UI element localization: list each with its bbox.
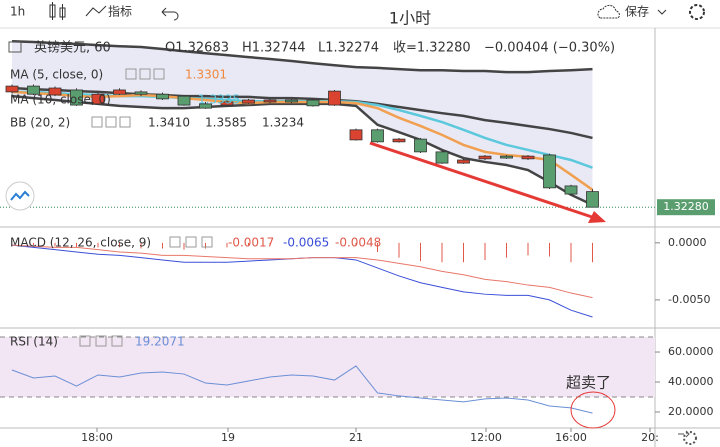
- open: O1.32683: [165, 41, 229, 56]
- bb-upper: [11, 39, 593, 74]
- candle-body: [220, 101, 234, 106]
- interval-button[interactable]: 1h: [10, 5, 25, 19]
- candle-body: [156, 93, 169, 100]
- candle-body: [177, 95, 191, 106]
- candle-body: [392, 138, 406, 143]
- y-tick-label: 0.0000: [668, 236, 707, 249]
- x-tick-label: 19: [221, 431, 235, 444]
- candle-body: [27, 85, 40, 95]
- ma5-line: [11, 90, 594, 191]
- candle-body: [543, 154, 556, 189]
- save-dropdown[interactable]: [657, 9, 667, 15]
- candle-body: [134, 91, 148, 95]
- bb-value: 1.3410: [148, 116, 190, 130]
- macd-value: -0.0065: [283, 236, 329, 250]
- bb-name: BB (20, 2): [10, 116, 70, 130]
- indicator-icon[interactable]: [85, 5, 107, 17]
- ma5-name: MA (5, close, 0): [10, 68, 103, 82]
- ma5-value: 1.3301: [185, 68, 227, 82]
- rsi-name: RSI (14): [10, 335, 58, 349]
- bb-lower: [11, 94, 594, 207]
- signal-value: -0.0048: [335, 236, 381, 250]
- candle-body: [285, 99, 298, 103]
- candle-body: [500, 155, 513, 159]
- candle-body: [328, 90, 341, 106]
- x-tick-label: 12:00: [470, 431, 502, 444]
- close: 收=1.32280: [393, 41, 471, 56]
- candle-body: [113, 89, 126, 95]
- candle-body: [349, 129, 363, 141]
- y-tick-label: 40.0000: [668, 375, 714, 388]
- macd-hist-value: -0.0017: [228, 236, 274, 250]
- candle-body: [414, 138, 427, 153]
- rsi-band-fill: [0, 337, 655, 397]
- candle-body: [48, 87, 62, 96]
- x-tick-label: 20:: [641, 431, 659, 444]
- candle-type-icon[interactable]: [49, 2, 66, 20]
- candle-body: [435, 151, 449, 164]
- candle-body: [586, 191, 599, 208]
- trend-arrow: [369, 141, 593, 219]
- legend-icons[interactable]: [79, 68, 213, 347]
- bb-middle: [11, 86, 593, 140]
- bb-value: 1.3585: [205, 116, 247, 130]
- candle-body: [478, 155, 492, 160]
- candle-body: [70, 89, 83, 106]
- ma10-name: MA (10, close, 0): [10, 93, 111, 107]
- save-button[interactable]: 保存: [625, 5, 649, 19]
- candle-body: [371, 129, 384, 143]
- bb-fill: [12, 41, 593, 205]
- symbol: 英镑美元, 60: [34, 40, 111, 56]
- main-legend: 英镑美元, 60 O1.32683 H1.32744 L1.32274 收=1.…: [8, 40, 615, 56]
- candle-body: [306, 99, 320, 107]
- candle-body: [5, 85, 19, 93]
- candle-body: [242, 99, 255, 104]
- x-tick-label: 18:00: [81, 431, 113, 444]
- rsi-line: [11, 365, 593, 414]
- rsi-value: 19.2071: [135, 335, 185, 349]
- candle-body: [91, 93, 105, 105]
- collapse-icon[interactable]: [8, 41, 22, 53]
- chart-title: 1小时: [389, 9, 431, 28]
- candle-body: [199, 103, 212, 109]
- annotation: 超卖了: [566, 374, 611, 392]
- y-tick-label: 20.0000: [668, 405, 714, 418]
- change: −0.00404 (−0.30%): [484, 41, 615, 56]
- candle-body: [564, 185, 578, 195]
- macd-name: MACD (12, 26, close, 9): [10, 236, 151, 250]
- x-tick-label: 16:00: [555, 431, 587, 444]
- indicators-button[interactable]: 指标: [108, 4, 132, 19]
- candle-body: [521, 155, 535, 160]
- candle-body: [263, 99, 277, 103]
- last-price-label: 1.32280: [663, 200, 709, 213]
- low: L1.32274: [318, 41, 379, 56]
- undo-icon[interactable]: [161, 7, 179, 21]
- logo-button[interactable]: [5, 181, 35, 211]
- cloud-icon[interactable]: [597, 4, 620, 19]
- last-price-tag: [657, 199, 715, 216]
- bb-value: 1.3234: [262, 116, 304, 130]
- signal-line: [11, 244, 593, 299]
- candle-body: [457, 159, 470, 164]
- y-tick-label: -0.0050: [668, 293, 710, 306]
- oversold-circle: [570, 391, 616, 429]
- axis-settings-icon[interactable]: [683, 431, 697, 445]
- ma10-value: 1.3335: [198, 93, 240, 107]
- high: H1.32744: [242, 41, 306, 56]
- x-tick-label: 21: [349, 431, 363, 444]
- logo: [10, 190, 30, 201]
- plot-layer: 1.32280 0.0000 -0.0050 -0.0017 -0.0065 -0.004…: [0, 39, 715, 444]
- settings-icon[interactable]: [689, 4, 705, 20]
- arrow-head: [588, 211, 606, 223]
- y-tick-label: 60.0000: [668, 345, 714, 358]
